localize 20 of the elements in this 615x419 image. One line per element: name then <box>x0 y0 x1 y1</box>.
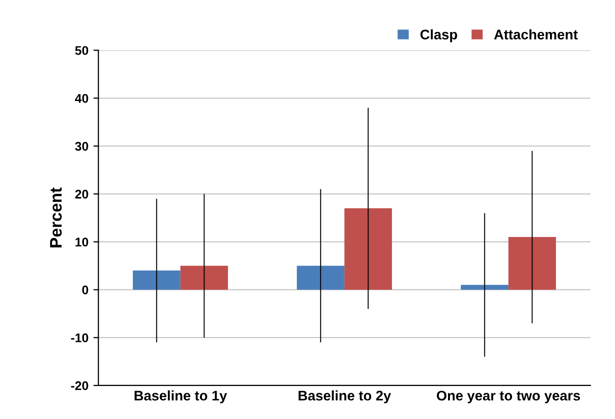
y-tick-label: 50 <box>75 46 88 55</box>
bar <box>344 208 392 290</box>
y-tick-label: 40 <box>74 94 88 103</box>
y-tick-label: 20 <box>75 190 88 199</box>
bar <box>296 266 344 290</box>
y-tick-label: -20 <box>71 381 88 390</box>
y-tick-label: 0 <box>82 286 88 294</box>
y-tick-label: 30 <box>75 142 88 151</box>
legend-label: Attachement <box>494 29 578 40</box>
x-tick-label: Baseline to 1y <box>134 390 228 404</box>
x-tick-label: Baseline to 2y <box>298 390 392 404</box>
x-tick-label: One year to two years <box>436 390 580 404</box>
bar <box>132 270 180 290</box>
y-tick-label: -10 <box>71 333 88 342</box>
y-tick-label: 10 <box>76 238 88 246</box>
bar <box>460 284 508 290</box>
y-axis-title: Percent <box>50 188 62 248</box>
legend-label: Clasp <box>420 29 458 42</box>
bar <box>180 266 228 290</box>
bar <box>508 237 556 290</box>
